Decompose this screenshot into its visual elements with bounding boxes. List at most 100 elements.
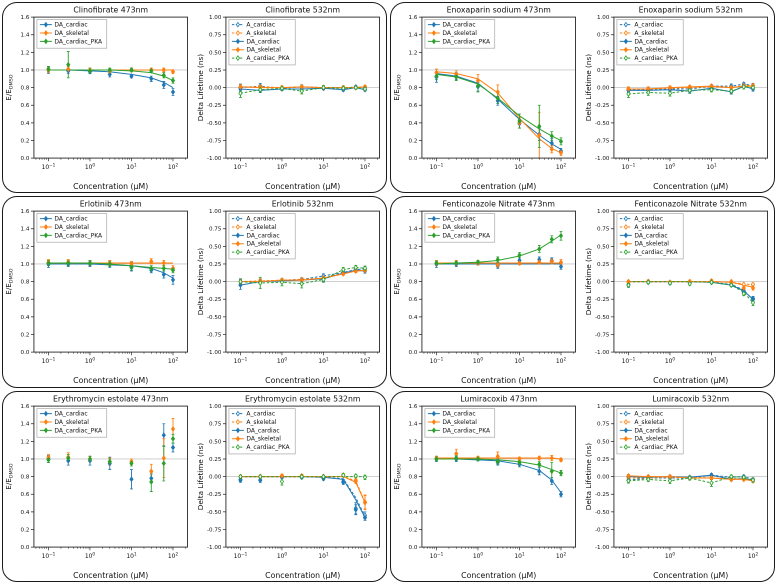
svg-text:102: 102 (556, 357, 567, 366)
svg-text:-0.75: -0.75 (594, 527, 609, 533)
svg-text:0.00: 0.00 (208, 86, 221, 92)
svg-text:101: 101 (514, 357, 525, 366)
svg-text:1.2: 1.2 (21, 439, 30, 445)
svg-text:DA_cardiac: DA_cardiac (634, 38, 667, 45)
svg-text:-0.25: -0.25 (594, 103, 609, 109)
svg-text:A_cardiac: A_cardiac (634, 22, 663, 29)
svg-text:101: 101 (126, 551, 137, 560)
svg-text:-0.25: -0.25 (206, 298, 221, 304)
svg-text:0.6: 0.6 (21, 103, 30, 109)
svg-text:Enoxaparin sodium 473nm: Enoxaparin sodium 473nm (447, 6, 551, 15)
svg-text:E/EDMSO: E/EDMSO (392, 463, 403, 490)
chart-panel: 0.0 0.2 0.4 0.6 0.8 1.0 1.2 1.4 1.6 10−1 100 101 102… (3, 197, 195, 386)
svg-text:Erythromycin estolate 473nm: Erythromycin estolate 473nm (53, 394, 168, 403)
svg-text:DA_cardiac: DA_cardiac (54, 22, 87, 29)
svg-text:DA_cardiac_PKA: DA_cardiac_PKA (442, 427, 491, 434)
svg-text:DA_cardiac_PKA: DA_cardiac_PKA (54, 427, 103, 434)
svg-text:101: 101 (318, 551, 329, 560)
svg-text:10−1: 10−1 (430, 163, 444, 172)
svg-text:0.75: 0.75 (208, 227, 221, 233)
svg-text:-0.50: -0.50 (206, 315, 221, 321)
chart-panel: -1.00 -0.75 -0.50 -0.25 0.00 0.25 0.50 0.75 1.00… (195, 392, 387, 581)
svg-text:0.8: 0.8 (21, 474, 30, 480)
svg-text:101: 101 (318, 163, 329, 172)
svg-text:102: 102 (556, 163, 567, 172)
svg-text:100: 100 (276, 551, 287, 560)
svg-text:A_cardiac_PKA: A_cardiac_PKA (634, 55, 678, 62)
svg-text:DA_cardiac: DA_cardiac (246, 38, 279, 45)
svg-text:0.25: 0.25 (596, 262, 609, 268)
svg-text:0.25: 0.25 (208, 68, 221, 74)
svg-text:1.4: 1.4 (21, 227, 30, 233)
svg-text:A_cardiac_PKA: A_cardiac_PKA (246, 249, 290, 256)
svg-text:DA_cardiac: DA_cardiac (442, 410, 475, 417)
svg-text:0.6: 0.6 (21, 298, 30, 304)
chart-panel: 0.0 0.2 0.4 0.6 0.8 1.0 1.2 1.4 1.6 10−1 100 101 102… (391, 197, 583, 386)
svg-text:0.8: 0.8 (409, 280, 418, 286)
svg-text:A_skeletal: A_skeletal (246, 419, 276, 426)
svg-text:DA_skeletal: DA_skeletal (54, 419, 89, 426)
svg-text:-0.50: -0.50 (594, 509, 609, 515)
svg-text:100: 100 (664, 163, 675, 172)
svg-text:10−1: 10−1 (621, 163, 635, 172)
svg-text:0.75: 0.75 (596, 421, 609, 427)
svg-text:10−1: 10−1 (430, 357, 444, 366)
svg-text:101: 101 (706, 357, 717, 366)
svg-text:DA_cardiac: DA_cardiac (442, 216, 475, 223)
svg-text:Concentration (μM): Concentration (μM) (461, 376, 536, 385)
svg-text:0.0: 0.0 (21, 350, 30, 356)
svg-text:DA_skeletal: DA_skeletal (634, 435, 669, 442)
chart-panel: 0.0 0.2 0.4 0.6 0.8 1.0 1.2 1.4 1.6 10−1 100 101 102… (391, 3, 583, 192)
svg-text:-1.00: -1.00 (206, 350, 221, 356)
svg-text:-0.25: -0.25 (206, 103, 221, 109)
svg-text:DA_cardiac: DA_cardiac (634, 427, 667, 434)
svg-text:0.4: 0.4 (21, 121, 30, 127)
svg-text:DA_cardiac: DA_cardiac (54, 216, 87, 223)
svg-text:10−1: 10−1 (430, 551, 444, 560)
svg-text:102: 102 (747, 357, 758, 366)
panel-card: 0.0 0.2 0.4 0.6 0.8 1.0 1.2 1.4 1.6 10−1 100 101 102… (2, 196, 387, 388)
svg-text:102: 102 (168, 551, 179, 560)
svg-text:1.2: 1.2 (409, 50, 418, 56)
svg-text:E/EDMSO: E/EDMSO (4, 463, 15, 490)
svg-text:DA_skeletal: DA_skeletal (246, 47, 281, 54)
svg-text:A_cardiac_PKA: A_cardiac_PKA (634, 444, 678, 451)
svg-text:10−1: 10−1 (621, 357, 635, 366)
svg-text:Concentration (μM): Concentration (μM) (265, 182, 340, 191)
svg-text:-0.75: -0.75 (206, 138, 221, 144)
svg-text:0.25: 0.25 (596, 68, 609, 74)
svg-text:Delta Lifetime (ns): Delta Lifetime (ns) (584, 442, 593, 510)
svg-text:DA_cardiac: DA_cardiac (246, 427, 279, 434)
svg-text:101: 101 (706, 551, 717, 560)
svg-text:1.2: 1.2 (409, 439, 418, 445)
svg-text:-1.00: -1.00 (594, 545, 609, 551)
svg-text:E/EDMSO: E/EDMSO (392, 74, 403, 101)
svg-text:101: 101 (514, 551, 525, 560)
svg-text:1.0: 1.0 (409, 457, 418, 463)
svg-text:Concentration (μM): Concentration (μM) (653, 182, 728, 191)
chart-panel: -1.00 -0.75 -0.50 -0.25 0.00 0.25 0.50 0.75 1.00… (583, 392, 775, 581)
svg-text:Erythromycin estolate 532nm: Erythromycin estolate 532nm (244, 394, 359, 403)
svg-text:0.8: 0.8 (21, 86, 30, 92)
svg-text:0.2: 0.2 (409, 333, 418, 339)
svg-text:DA_cardiac_PKA: DA_cardiac_PKA (54, 233, 103, 240)
svg-text:-1.00: -1.00 (594, 156, 609, 162)
svg-text:101: 101 (126, 163, 137, 172)
svg-text:Fenticonazole Nitrate 473nm: Fenticonazole Nitrate 473nm (443, 200, 555, 209)
svg-text:1.00: 1.00 (208, 209, 221, 215)
svg-text:A_cardiac: A_cardiac (246, 22, 275, 29)
svg-text:10−1: 10−1 (42, 357, 56, 366)
svg-text:A_skeletal: A_skeletal (634, 419, 664, 426)
svg-text:0.75: 0.75 (596, 33, 609, 39)
panel-card: 0.0 0.2 0.4 0.6 0.8 1.0 1.2 1.4 1.6 10−1 100 101 102… (390, 2, 775, 194)
svg-text:1.4: 1.4 (409, 227, 418, 233)
svg-text:100: 100 (473, 551, 484, 560)
svg-text:-0.50: -0.50 (206, 509, 221, 515)
svg-text:0.25: 0.25 (596, 457, 609, 463)
chart-panel: 0.0 0.2 0.4 0.6 0.8 1.0 1.2 1.4 1.6 10−1 100 101 102… (3, 3, 195, 192)
svg-text:101: 101 (706, 163, 717, 172)
svg-text:DA_cardiac_PKA: DA_cardiac_PKA (442, 38, 491, 45)
svg-text:0.00: 0.00 (596, 474, 609, 480)
svg-text:-1.00: -1.00 (206, 545, 221, 551)
svg-text:-0.50: -0.50 (594, 121, 609, 127)
